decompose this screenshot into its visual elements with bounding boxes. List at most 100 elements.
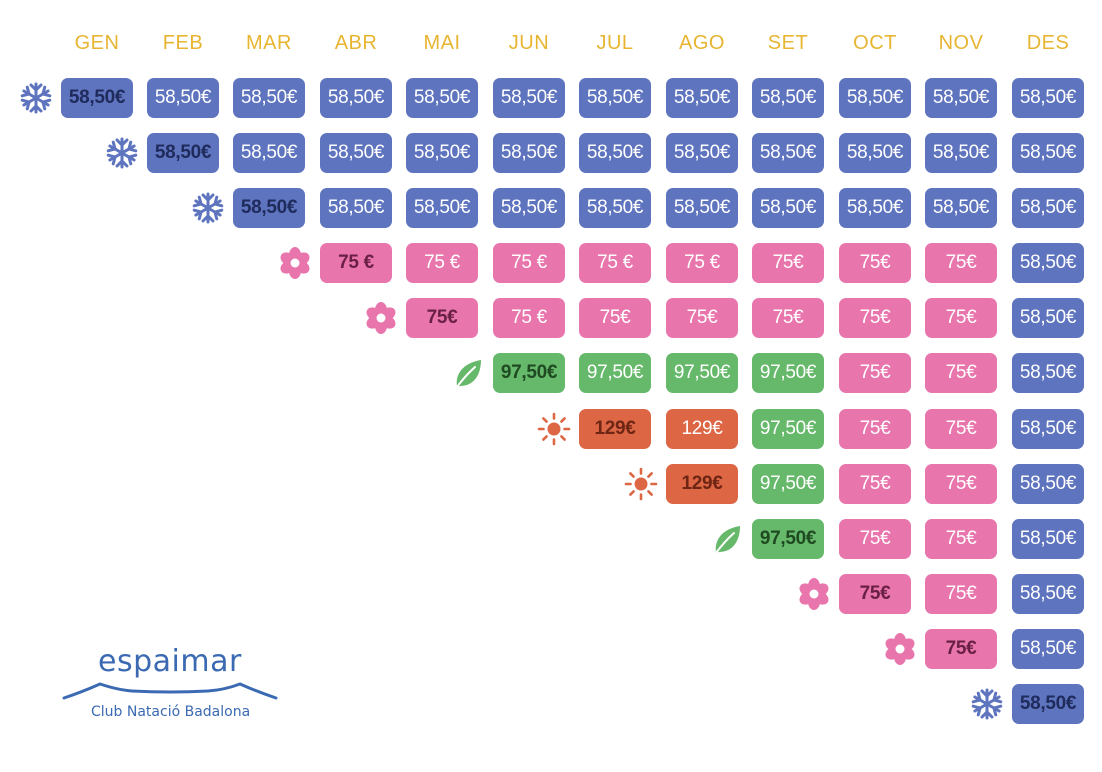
price-cell: 75€ — [839, 409, 911, 449]
price-cell: 58,50€ — [233, 78, 305, 118]
price-cell: 58,50€ — [493, 133, 565, 173]
price-cell: 75€ — [839, 519, 911, 559]
price-cell: 75€ — [925, 298, 997, 338]
price-cell: 97,50€ — [493, 353, 565, 393]
sun-icon — [537, 412, 571, 446]
price-cell: 97,50€ — [579, 353, 651, 393]
logo-subtitle: Club Natació Badalona — [91, 704, 251, 720]
month-header-oct: OCT — [853, 32, 897, 54]
month-header-ago: AGO — [679, 32, 725, 54]
month-header-nov: NOV — [938, 32, 984, 54]
price-cell: 58,50€ — [1012, 188, 1084, 228]
price-cell: 58,50€ — [752, 133, 824, 173]
snowflake-icon — [105, 136, 139, 170]
month-header-jul: JUL — [596, 32, 634, 54]
price-cell: 58,50€ — [579, 78, 651, 118]
price-cell: 58,50€ — [579, 133, 651, 173]
price-cell: 75€ — [925, 519, 997, 559]
price-cell: 58,50€ — [666, 133, 738, 173]
price-cell: 129€ — [666, 464, 738, 504]
price-cell: 75 € — [666, 243, 738, 283]
snowflake-icon — [970, 687, 1004, 721]
price-cell: 75 € — [493, 298, 565, 338]
price-cell: 58,50€ — [1012, 353, 1084, 393]
price-cell: 58,50€ — [1012, 78, 1084, 118]
month-header-jun: JUN — [508, 32, 550, 54]
price-cell: 58,50€ — [925, 133, 997, 173]
price-cell: 58,50€ — [925, 78, 997, 118]
snowflake-icon — [19, 81, 53, 115]
price-cell: 58,50€ — [320, 188, 392, 228]
price-cell: 75€ — [925, 574, 997, 614]
price-cell: 58,50€ — [579, 188, 651, 228]
month-header-feb: FEB — [162, 32, 204, 54]
leaf-icon — [710, 522, 744, 556]
price-cell: 129€ — [579, 409, 651, 449]
price-cell: 75 € — [320, 243, 392, 283]
espaimar-logo: espaimar Club Natació Badalona — [60, 644, 280, 724]
price-cell: 58,50€ — [320, 78, 392, 118]
price-cell: 58,50€ — [147, 78, 219, 118]
leaf-icon — [451, 356, 485, 390]
month-header-des: DES — [1026, 32, 1070, 54]
price-cell: 75€ — [839, 464, 911, 504]
price-cell: 97,50€ — [752, 464, 824, 504]
price-cell: 75 € — [406, 243, 478, 283]
price-cell: 75€ — [752, 243, 824, 283]
price-cell: 58,50€ — [406, 78, 478, 118]
price-cell: 75€ — [752, 298, 824, 338]
price-cell: 58,50€ — [320, 133, 392, 173]
price-cell: 75€ — [925, 353, 997, 393]
price-cell: 58,50€ — [752, 78, 824, 118]
price-cell: 58,50€ — [493, 78, 565, 118]
price-cell: 75€ — [666, 298, 738, 338]
price-cell: 58,50€ — [1012, 243, 1084, 283]
price-cell: 97,50€ — [752, 353, 824, 393]
price-cell: 58,50€ — [1012, 519, 1084, 559]
price-cell: 58,50€ — [839, 133, 911, 173]
price-cell: 58,50€ — [61, 78, 133, 118]
price-cell: 58,50€ — [839, 188, 911, 228]
month-header-mai: MAI — [423, 32, 461, 54]
price-cell: 58,50€ — [752, 188, 824, 228]
price-cell: 75€ — [579, 298, 651, 338]
price-cell: 58,50€ — [233, 133, 305, 173]
price-cell: 75€ — [839, 574, 911, 614]
wave-icon — [62, 682, 278, 700]
price-cell: 75 € — [579, 243, 651, 283]
price-cell: 58,50€ — [493, 188, 565, 228]
price-cell: 58,50€ — [925, 188, 997, 228]
flower-icon — [278, 246, 312, 280]
price-cell: 58,50€ — [1012, 133, 1084, 173]
price-cell: 75€ — [925, 629, 997, 669]
price-cell: 58,50€ — [1012, 409, 1084, 449]
price-cell: 75€ — [839, 243, 911, 283]
price-cell: 97,50€ — [666, 353, 738, 393]
price-cell: 97,50€ — [752, 409, 824, 449]
price-cell: 58,50€ — [666, 78, 738, 118]
price-cell: 75€ — [925, 464, 997, 504]
month-header-abr: ABR — [334, 32, 378, 54]
snowflake-icon — [191, 191, 225, 225]
flower-icon — [364, 301, 398, 335]
price-cell: 129€ — [666, 409, 738, 449]
price-cell: 58,50€ — [1012, 298, 1084, 338]
price-cell: 75€ — [839, 298, 911, 338]
month-header-gen: GEN — [74, 32, 120, 54]
month-header-set: SET — [767, 32, 809, 54]
price-cell: 58,50€ — [406, 133, 478, 173]
logo-name: espaimar — [98, 644, 242, 679]
price-cell: 58,50€ — [406, 188, 478, 228]
price-cell: 58,50€ — [1012, 684, 1084, 724]
sun-icon — [624, 467, 658, 501]
price-cell: 75€ — [839, 353, 911, 393]
price-cell: 75€ — [925, 243, 997, 283]
price-cell: 58,50€ — [839, 78, 911, 118]
price-cell: 58,50€ — [147, 133, 219, 173]
price-cell: 58,50€ — [233, 188, 305, 228]
price-cell: 58,50€ — [1012, 574, 1084, 614]
flower-icon — [883, 632, 917, 666]
flower-icon — [797, 577, 831, 611]
month-header-mar: MAR — [246, 32, 292, 54]
